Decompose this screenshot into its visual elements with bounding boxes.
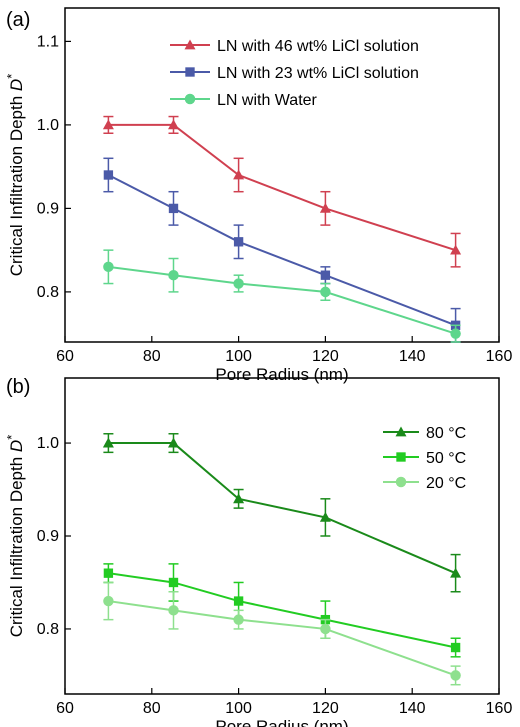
legend-marker (396, 452, 406, 462)
chart-panel-a: 60 80 100 120 140 160 0.8 0.9 1.0 1.1 Pore Radius … (4, 7, 513, 384)
data-point (320, 623, 331, 635)
x-axis-label: Pore Radius (nm) (215, 717, 348, 727)
series-2 (103, 563, 461, 658)
x-axis-label: Pore Radius (nm) (215, 365, 348, 384)
legend-marker (185, 67, 195, 77)
y-tick-label: 0.8 (37, 284, 59, 301)
x-tick-label: 60 (56, 700, 74, 717)
data-point (319, 511, 331, 522)
y-axis-label: Critical Infiltration Depth D* (4, 74, 26, 277)
legend-marker (395, 426, 407, 437)
series-1 (102, 433, 462, 593)
y-tick-label: 0.9 (37, 528, 59, 545)
data-point (168, 203, 179, 214)
data-point (320, 286, 331, 298)
data-point (103, 170, 114, 180)
data-point (168, 605, 179, 616)
legend-marker (184, 93, 196, 105)
series-line (108, 123, 456, 252)
data-point (103, 595, 114, 607)
legend-label: LN with Water (217, 92, 318, 109)
data-point (168, 577, 179, 588)
y-tick-label: 0.8 (37, 621, 59, 638)
series-3 (103, 249, 461, 343)
y-tick-label: 1.1 (37, 33, 59, 50)
x-tick-label: 120 (312, 348, 339, 365)
series-1 (102, 115, 462, 268)
data-point (233, 169, 245, 180)
data-point (168, 119, 179, 130)
x-tick-label: 80 (143, 348, 161, 365)
data-point (103, 568, 114, 578)
y-axis-label-text: Critical Infiltration Depth (7, 91, 26, 276)
x-tick-label: 100 (225, 700, 252, 717)
data-point (450, 567, 462, 578)
legend-entry: LN with 46 wt% LiCl solution (170, 38, 419, 55)
chart-panel-b: 60 80 100 120 140 160 0.8 0.9 1.0 Pore Radius (nm… (4, 376, 512, 727)
data-point (233, 237, 244, 247)
legend-entry: 20 °C (383, 475, 466, 492)
data-point (103, 261, 114, 273)
data-point (233, 493, 245, 504)
data-point (450, 328, 461, 339)
x-tick-label: 120 (312, 700, 339, 717)
data-point (102, 437, 114, 448)
x-tick-label: 160 (486, 348, 513, 365)
series-line (108, 442, 456, 575)
x-tick-label: 140 (399, 348, 426, 365)
y-tick-label: 0.9 (37, 200, 59, 217)
legend-entry: LN with Water (170, 92, 318, 109)
data-point (233, 614, 244, 625)
x-tick-label: 160 (486, 700, 513, 717)
data-point (320, 270, 331, 280)
legend-label: LN with 46 wt% LiCl solution (217, 38, 419, 55)
y-tick-label: 1.0 (37, 117, 59, 134)
data-point (450, 642, 461, 653)
panel-label: (b) (6, 376, 30, 398)
x-tick-label: 140 (399, 700, 426, 717)
data-point (450, 244, 462, 255)
x-tick-label: 100 (225, 348, 252, 365)
series-2 (103, 157, 461, 343)
y-axis-label-star: * (4, 74, 19, 79)
series-line (107, 174, 456, 327)
y-axis-label-symbol: D (7, 79, 26, 91)
legend-label: 80 °C (426, 425, 466, 442)
data-point (102, 119, 114, 130)
legend-marker (395, 476, 407, 488)
y-tick-label: 1.0 (37, 435, 59, 452)
x-tick-label: 80 (143, 700, 161, 717)
panel-label: (a) (6, 9, 30, 31)
y-axis-label-star: * (4, 435, 19, 440)
series-3 (103, 581, 461, 686)
y-axis-label-symbol: D (7, 440, 26, 452)
y-axis-label-text: Critical Infiltration Depth (7, 452, 26, 637)
series-line (108, 265, 456, 335)
data-point (233, 278, 244, 289)
data-point (168, 437, 179, 448)
plot-frame (64, 7, 500, 343)
series-line (108, 600, 456, 677)
legend-label: 50 °C (426, 450, 466, 467)
legend-marker (184, 39, 196, 50)
legend-entry: LN with 23 wt% LiCl solution (170, 65, 419, 82)
x-tick-label: 60 (56, 348, 74, 365)
legend-entry: 50 °C (383, 450, 466, 467)
data-point (233, 596, 244, 606)
series-line (108, 572, 456, 649)
data-point (450, 670, 461, 681)
legend-entry: 80 °C (383, 425, 466, 442)
legend-label: 20 °C (426, 475, 466, 492)
data-point (168, 269, 179, 281)
data-point (319, 202, 331, 213)
y-axis-label: Critical Infiltration Depth D* (4, 435, 26, 638)
legend-label: LN with 23 wt% LiCl solution (217, 65, 419, 82)
